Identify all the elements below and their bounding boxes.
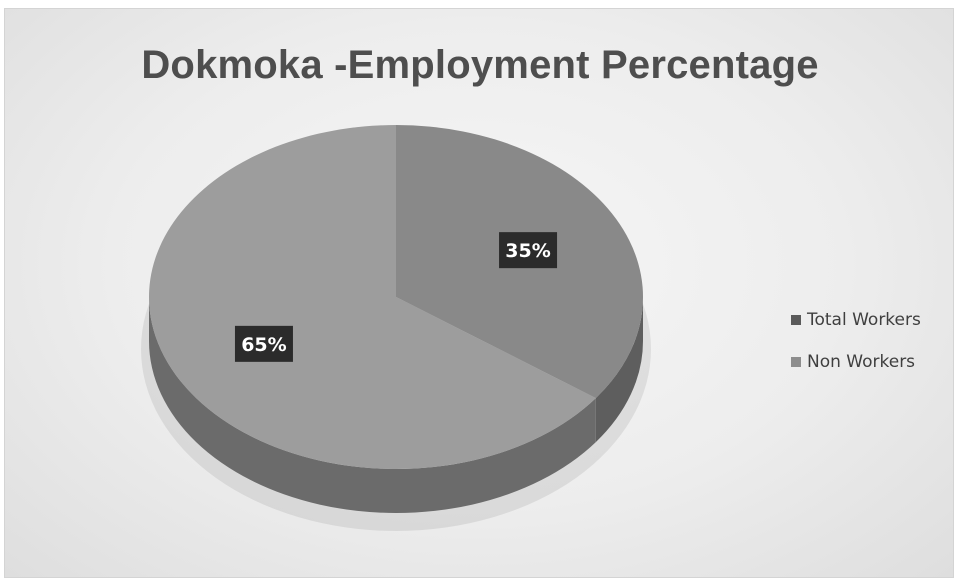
data-label-non-workers-box (234, 325, 293, 362)
legend-label-total-workers: Total Workers (807, 310, 921, 330)
chart-area: Dokmoka -Employment Percentage 35% 65% To… (4, 8, 954, 578)
slice-side-non-workers (149, 297, 596, 513)
legend-item-total-workers: Total Workers (791, 309, 921, 331)
legend-swatch-non-workers (791, 357, 801, 367)
slice-side-total-workers (595, 297, 643, 443)
legend-swatch-total-workers (791, 315, 801, 325)
legend-item-non-workers: Non Workers (791, 351, 921, 373)
data-label-non-workers: 65% (241, 334, 286, 356)
legend: Total Workers Non Workers (791, 309, 921, 393)
chart-title: Dokmoka -Employment Percentage (141, 43, 819, 87)
pie-chart: 35% 65% (141, 125, 651, 531)
slice-non-workers (148, 125, 596, 470)
data-label-total-workers: 35% (505, 240, 550, 262)
data-label-total-workers-box (499, 232, 558, 269)
legend-label-non-workers: Non Workers (807, 352, 916, 372)
